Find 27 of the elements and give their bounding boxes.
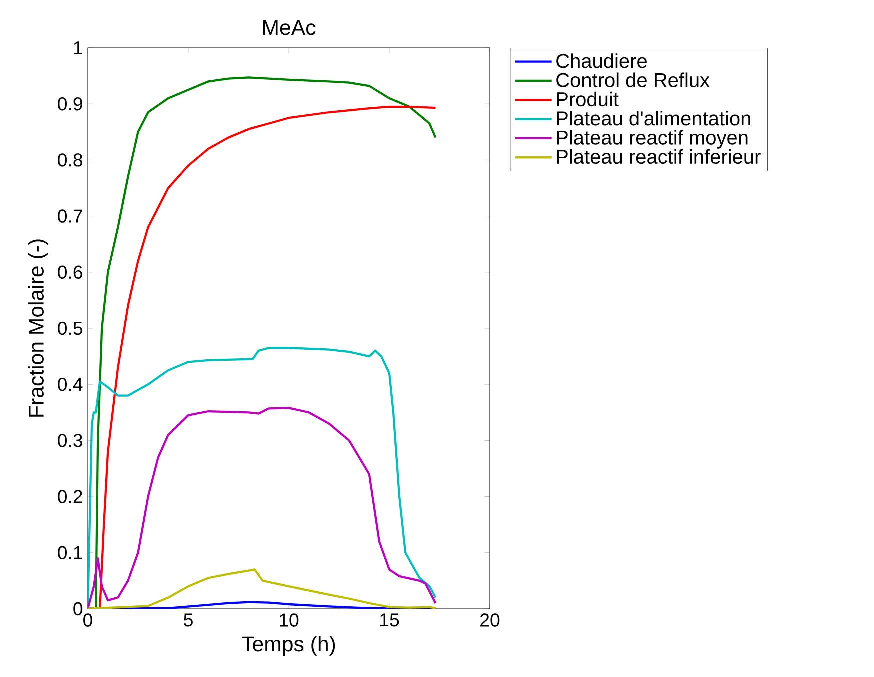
y-tick-label: 0.7 [58,210,82,223]
x-tick-label: 15 [380,614,400,627]
legend-label: Control de Reflux [556,72,710,88]
y-tick-label: 0.2 [58,490,82,504]
y-tick-label: 0.1 [58,546,82,560]
y-tick-label: 1 [74,42,82,54]
chart-title: MeAc [263,20,316,36]
x-tick-label: 20 [480,614,500,627]
x-axis-title: Temps (h) [242,636,336,656]
line-series [88,568,437,609]
x-tick-label: 0 [84,614,92,627]
x-tick-label: 10 [280,614,299,627]
legend-label: Plateau d'alimentation [557,111,750,126]
x-tick-label: 5 [184,614,193,627]
y-tick-label: 0.4 [58,378,83,392]
legend-label: Produit [557,92,619,107]
y-tick-label: 0.6 [58,266,82,279]
y-tick-label: 0.9 [58,97,82,111]
y-tick-label: 0.5 [58,322,83,336]
y-tick-label: 0 [74,602,83,616]
legend-label: Plateau reactif moyen [557,130,748,149]
y-axis-title: Fraction Molaire (-) [28,240,48,417]
legend-label: Chaudiere [556,54,647,68]
line-series [88,407,437,609]
y-tick-label: 0.3 [58,434,82,448]
y-tick-label: 0.8 [58,154,82,167]
legend-label: Plateau reactif inferieur [557,149,761,164]
